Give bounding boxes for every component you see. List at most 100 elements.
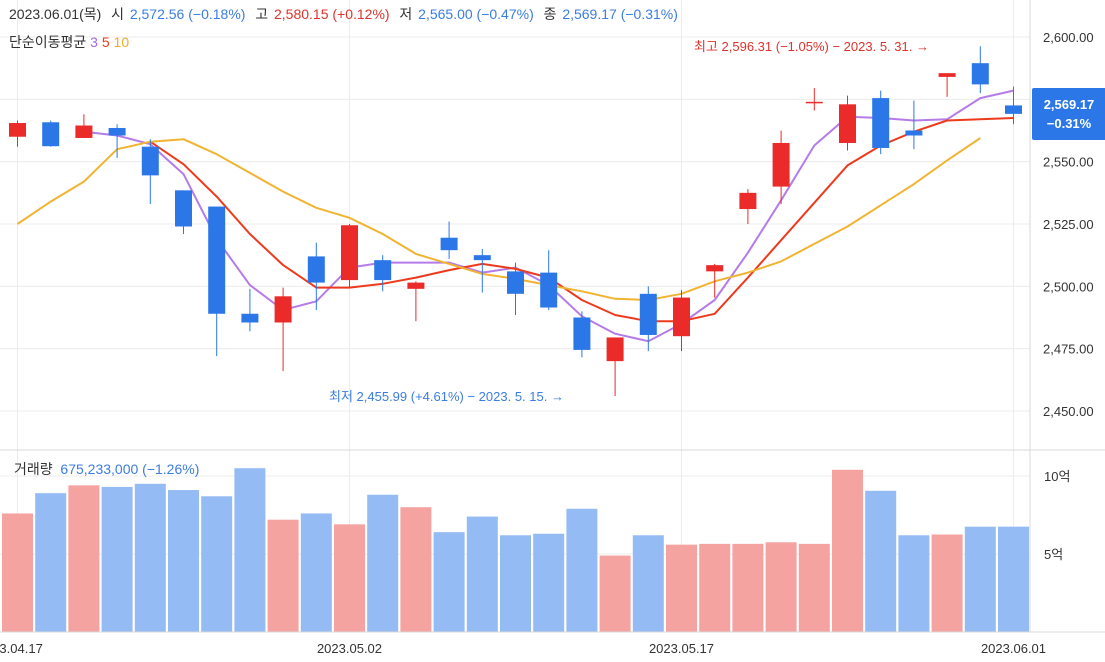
volume-bar [267, 519, 299, 632]
current-price-tag: 2,569.17 −0.31% [1032, 88, 1105, 140]
price-tick-label: 2,600.00 [1043, 30, 1094, 45]
volume-bar [599, 555, 631, 632]
volume-bar [699, 543, 731, 632]
volume-bar [832, 469, 863, 632]
volume-bar [367, 494, 399, 632]
ma10-legend[interactable]: 10 [113, 34, 130, 50]
candle-body [872, 98, 890, 148]
candle-body [108, 128, 126, 136]
date-tick-label: 2023.06.01 [981, 641, 1046, 656]
candle-body [473, 255, 491, 261]
high-annotation: 최고 2,596.31 (−1.05%) − 2023. 5. 31. → [694, 39, 929, 54]
volume-bar [998, 526, 1029, 632]
open-value: 2,572.56 (−0.18%) [129, 6, 246, 22]
axis-labels: 2,600.002,575.002,550.002,525.002,500.00… [0, 30, 1094, 656]
candle-body [1005, 105, 1022, 114]
high-label: 고 [255, 6, 269, 22]
volume-bar [732, 543, 764, 632]
volume-bar [898, 535, 930, 632]
low-annotation: 최저 2,455.99 (+4.61%) − 2023. 5. 15. → [329, 389, 564, 404]
candle-body [673, 297, 690, 337]
candle-body [639, 293, 657, 335]
date-label: 2023.06.01(목) [9, 6, 102, 22]
volume-bar [466, 516, 498, 632]
volume-bar [798, 543, 830, 632]
candle-body [307, 256, 325, 283]
volume-bar [865, 490, 897, 632]
ma3-legend[interactable]: 3 [90, 34, 98, 50]
current-price-change: −0.31% [1046, 116, 1092, 131]
price-tick-label: 2,500.00 [1043, 279, 1094, 294]
volume-tick-label: 5억 [1044, 547, 1063, 562]
open-label: 시 [111, 6, 124, 22]
ma-5-line [149, 117, 1014, 323]
candle-body [772, 142, 790, 187]
candle-body [440, 237, 458, 251]
price-tick-label: 2,525.00 [1043, 217, 1094, 232]
volume-bar [433, 532, 465, 632]
volume-bar [964, 526, 996, 632]
candle-body [805, 101, 823, 104]
candle-body [573, 317, 591, 350]
volume-bar [765, 542, 797, 632]
candle-body [938, 73, 956, 77]
candle-body [606, 337, 624, 362]
candle-body [905, 130, 923, 136]
close-value: 2,569.17 (−0.31%) [562, 6, 678, 22]
candle-body [274, 296, 292, 323]
candle-body [9, 123, 26, 137]
candle-body [407, 282, 425, 289]
volume-bar [500, 535, 531, 632]
candle-body [739, 192, 757, 210]
low-value: 2,565.00 (−0.47%) [418, 6, 534, 22]
candle-body [540, 272, 558, 308]
volume-bar [566, 508, 598, 632]
volume-bar [68, 485, 100, 632]
volume-bars [2, 468, 1029, 632]
ma-legend-label: 단순이동평균 [9, 34, 87, 50]
volume-bar [931, 534, 963, 632]
volume-bar [134, 483, 166, 632]
ma5-legend[interactable]: 5 [101, 34, 110, 50]
volume-bar [168, 490, 199, 632]
candle-body [175, 190, 192, 227]
price-tick-label: 2,475.00 [1043, 342, 1094, 357]
volume-legend: 거래량 675,233,000 (−1.26%) [14, 459, 199, 479]
volume-bar [632, 535, 664, 632]
candle-body [706, 265, 724, 272]
volume-bar [201, 496, 233, 632]
date-tick-label: 2023.05.02 [317, 641, 382, 656]
candle-body [208, 206, 226, 314]
annotations: 최고 2,596.31 (−1.05%) − 2023. 5. 31. → 최저… [329, 39, 929, 404]
candle-body [42, 122, 60, 147]
volume-bar [101, 486, 133, 632]
ma-10-line [16, 137, 981, 301]
ma-legend[interactable]: 단순이동평균 3 5 10 [9, 32, 129, 52]
candle-body [75, 125, 93, 138]
high-value: 2,580.15 (+0.12%) [274, 6, 390, 22]
price-tick-label: 2,550.00 [1043, 155, 1094, 170]
volume-bar [35, 493, 67, 632]
candle-body [374, 260, 392, 281]
close-label: 종 [543, 6, 557, 22]
volume-bar [300, 513, 332, 632]
candle-body [507, 271, 524, 294]
candle-body [341, 225, 358, 281]
volume-label: 거래량 [14, 461, 53, 477]
low-label: 저 [399, 6, 413, 22]
candle-body [241, 313, 259, 323]
axes [0, 0, 1105, 633]
candlesticks [9, 46, 1022, 397]
volume-value: 675,233,000 (−1.26%) [60, 461, 200, 477]
volume-tick-label: 10억 [1044, 469, 1070, 484]
volume-bar [666, 544, 697, 632]
volume-bar [533, 533, 565, 632]
candle-body [141, 146, 159, 176]
volume-bar [234, 468, 266, 632]
date-tick-label: 23.04.17 [0, 641, 43, 656]
price-tick-label: 2,450.00 [1043, 404, 1094, 419]
volume-bar [334, 524, 365, 632]
ohlc-header: 2023.06.01(목) 시 2,572.56 (−0.18%) 고 2,58… [9, 4, 680, 24]
volume-bar [400, 507, 432, 632]
